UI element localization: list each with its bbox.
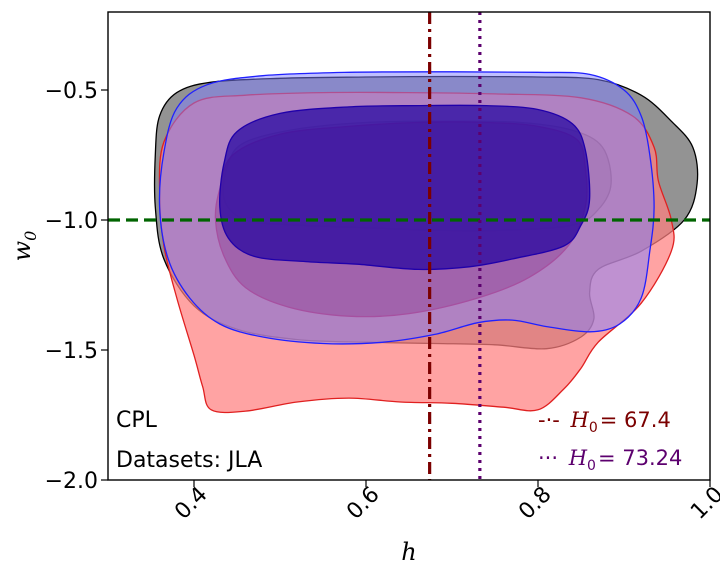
dataset-annotation: Datasets: JLA — [116, 448, 262, 473]
x-tick-label: 0.4 — [170, 482, 212, 524]
y-tick-label: −1.0 — [45, 209, 98, 234]
y-tick-label: −2.0 — [45, 469, 98, 494]
legend: -·- H0= 67.4 ··· H0= 73.24 — [538, 408, 682, 474]
reference-lines — [108, 12, 710, 480]
y-axis: −2.0 −1.5 −1.0 −0.5 — [45, 79, 108, 494]
x-axis: 0.4 0.6 0.8 1.0 — [170, 480, 720, 525]
legend-entry-h0-local: ··· H0= 73.24 — [538, 446, 682, 474]
legend-entry-h0-planck: -·- H0= 67.4 — [538, 408, 671, 436]
contour-regions — [153, 71, 699, 414]
plot-frame — [107, 11, 711, 481]
y-axis-label: w0 — [8, 231, 40, 262]
x-tick-label: 0.8 — [514, 482, 556, 524]
model-annotation: CPL — [116, 408, 158, 433]
contour-2-inner — [219, 104, 591, 271]
y-tick-label: −1.5 — [45, 339, 98, 364]
y-tick-label: −0.5 — [45, 79, 98, 104]
x-axis-label: h — [401, 538, 416, 566]
x-tick-label: 0.6 — [342, 482, 384, 524]
x-tick-label: 1.0 — [686, 482, 720, 524]
